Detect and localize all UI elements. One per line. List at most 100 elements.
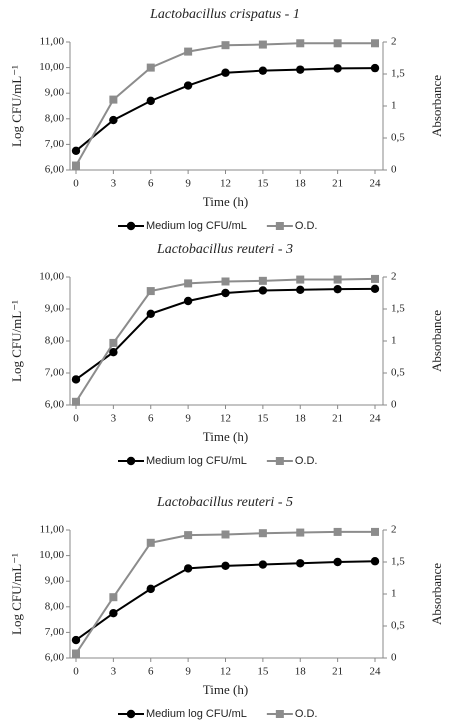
marker [333, 527, 342, 536]
y-tick-label: 9,00 [45, 87, 65, 99]
marker [146, 538, 155, 547]
y2-tick-label: 1 [391, 588, 397, 600]
x-tick-label: 15 [257, 178, 269, 190]
marker [146, 287, 155, 296]
marker [146, 309, 155, 318]
x-axis-title: Time (h) [203, 429, 248, 444]
x-tick-label: 18 [295, 666, 307, 678]
marker [109, 593, 118, 602]
y-tick-label: 7,00 [45, 367, 65, 379]
marker [221, 288, 230, 298]
series-line [75, 560, 376, 641]
y-tick-label: 11,00 [40, 36, 65, 48]
x-tick-label: 0 [73, 666, 79, 678]
y-tick-label: 11,00 [40, 524, 65, 536]
y2-tick-label: 0,5 [391, 367, 405, 379]
y2-tick-label: 2 [391, 524, 397, 536]
marker [72, 397, 80, 406]
marker [258, 286, 268, 295]
marker [72, 161, 80, 170]
marker [221, 68, 230, 77]
y2-axis-title: Absorbance [429, 75, 444, 137]
y-tick-label: 8,00 [45, 600, 65, 612]
marker [146, 63, 155, 72]
marker [184, 279, 193, 288]
marker [370, 284, 380, 294]
y-tick-label: 10,00 [39, 549, 64, 561]
marker [296, 285, 305, 294]
marker [71, 146, 81, 155]
x-tick-label: 18 [295, 413, 307, 425]
marker [296, 65, 305, 74]
y-tick-label: 9,00 [45, 303, 65, 315]
marker [126, 456, 136, 466]
marker [371, 274, 379, 283]
y2-tick-label: 2 [391, 36, 397, 48]
y2-axis-title: Absorbance [429, 310, 444, 372]
x-tick-label: 21 [332, 178, 343, 190]
x-tick-label: 9 [185, 178, 191, 190]
y-tick-label: 7,00 [45, 626, 65, 638]
marker [370, 63, 380, 73]
x-axis-title: Time (h) [203, 194, 248, 209]
marker [258, 276, 267, 285]
x-tick-label: 6 [148, 413, 154, 425]
y2-tick-label: 0 [391, 164, 397, 176]
legend-label: Medium log CFU/mL [146, 708, 247, 720]
x-tick-label: 18 [295, 178, 307, 190]
marker [71, 375, 81, 384]
y-tick-label: 9,00 [45, 575, 65, 587]
marker [183, 564, 193, 573]
marker [109, 115, 118, 125]
x-tick-label: 9 [185, 413, 191, 425]
x-tick-label: 24 [370, 413, 382, 425]
marker [72, 649, 80, 658]
x-tick-label: 0 [73, 413, 79, 425]
x-tick-label: 3 [111, 666, 117, 678]
marker [146, 96, 155, 106]
series-line [75, 530, 375, 655]
series-line [75, 42, 375, 167]
marker [333, 275, 342, 284]
marker [109, 338, 118, 347]
marker [109, 609, 118, 618]
marker [275, 457, 284, 465]
x-tick-label: 3 [111, 178, 117, 190]
marker [221, 277, 230, 286]
y-tick-label: 6,00 [45, 399, 65, 411]
x-tick-label: 12 [220, 666, 231, 678]
y-tick-label: 10,00 [39, 61, 64, 73]
marker [146, 584, 155, 594]
chart-title: Lactobacillus crispatus - 1 [149, 7, 300, 22]
x-tick-label: 21 [332, 413, 343, 425]
y-axis-title: Log CFU/mL⁻¹ [9, 65, 24, 147]
marker [333, 39, 342, 48]
marker [371, 39, 379, 48]
y-axis-title: Log CFU/mL⁻¹ [9, 553, 24, 635]
marker [370, 557, 380, 566]
x-tick-label: 12 [220, 178, 231, 190]
y-tick-label: 8,00 [45, 335, 65, 347]
series-line [75, 277, 376, 403]
y2-tick-label: 1,5 [391, 68, 405, 80]
y-tick-label: 8,00 [45, 112, 65, 124]
x-tick-label: 15 [257, 666, 269, 678]
x-tick-label: 24 [370, 666, 382, 678]
marker [296, 528, 305, 537]
y2-tick-label: 1 [391, 335, 397, 347]
marker [258, 40, 267, 49]
marker [183, 296, 193, 306]
marker [258, 560, 268, 569]
y2-tick-label: 0,5 [391, 620, 405, 632]
chart-title: Lactobacillus reuteri - 3 [156, 242, 293, 257]
chart-title: Lactobacillus reuteri - 5 [156, 495, 293, 510]
y2-tick-label: 0 [391, 652, 397, 664]
marker [71, 635, 81, 645]
legend-label: O.D. [295, 220, 318, 232]
x-tick-label: 15 [257, 413, 269, 425]
marker [333, 64, 342, 73]
x-tick-label: 9 [185, 666, 191, 678]
y2-axis-title: Absorbance [429, 563, 444, 625]
marker [258, 66, 268, 75]
